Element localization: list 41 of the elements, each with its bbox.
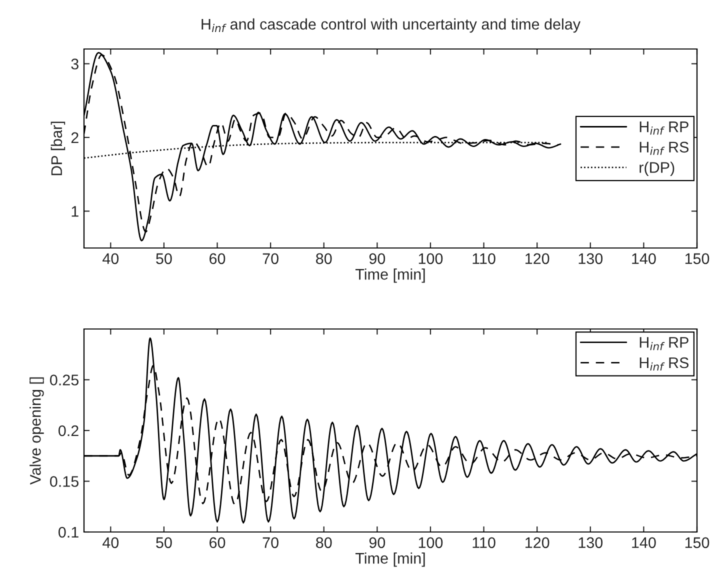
x-tick-label: 60 bbox=[210, 253, 226, 264]
y-axis-title: DP [bar] bbox=[50, 122, 66, 176]
x-tick-label: 140 bbox=[632, 537, 656, 548]
x-tick-label: 50 bbox=[156, 537, 172, 548]
chart-title: H$_{inf}$ and cascade control with uncertainty and time delay bbox=[202, 18, 581, 33]
x-tick-label: 140 bbox=[632, 253, 656, 264]
legend-label: H$_{inf}$ RP bbox=[640, 122, 688, 135]
x-tick-label: 50 bbox=[156, 253, 172, 264]
x-tick-label: 110 bbox=[472, 253, 496, 264]
y-tick-label: 2 bbox=[71, 132, 78, 143]
y-tick-label: 1 bbox=[72, 206, 78, 217]
x-tick-label: 120 bbox=[526, 253, 550, 264]
x-tick-label: 110 bbox=[472, 537, 496, 548]
x-tick-label: 150 bbox=[685, 253, 710, 264]
y-tick-label: 0.1 bbox=[58, 526, 78, 538]
x-tick-label: 100 bbox=[418, 537, 443, 548]
y-tick-label: 0.15 bbox=[50, 476, 78, 487]
x-tick-label: 120 bbox=[526, 537, 550, 548]
x-tick-label: 130 bbox=[578, 537, 603, 548]
x-tick-label: 60 bbox=[210, 537, 226, 548]
legend-label: H$_{inf}$ RP bbox=[640, 337, 688, 350]
x-axis-title: Time [min] bbox=[355, 268, 425, 283]
x-tick-label: 130 bbox=[578, 253, 603, 264]
x-tick-label: 80 bbox=[316, 253, 332, 264]
x-tick-label: 40 bbox=[102, 253, 119, 264]
x-tick-label: 100 bbox=[418, 253, 443, 264]
legend-label: r(DP) bbox=[640, 162, 674, 176]
x-tick-label: 90 bbox=[369, 537, 386, 548]
x-tick-label: 150 bbox=[685, 537, 710, 548]
x-tick-label: 70 bbox=[262, 537, 278, 548]
x-tick-label: 40 bbox=[102, 537, 119, 548]
y-tick-label: 3 bbox=[71, 58, 78, 70]
legend-label: H$_{inf}$ RS bbox=[640, 142, 689, 155]
x-tick-label: 90 bbox=[369, 253, 386, 264]
x-axis-title: Time [min] bbox=[355, 552, 425, 567]
y-axis-title: Valve opening [] bbox=[30, 377, 44, 485]
legend-label: H$_{inf}$ RS bbox=[640, 357, 689, 371]
y-tick-label: 0.2 bbox=[58, 425, 78, 436]
y-tick-label: 0.25 bbox=[50, 374, 78, 386]
x-tick-label: 70 bbox=[262, 253, 278, 264]
x-tick-label: 80 bbox=[316, 537, 332, 548]
